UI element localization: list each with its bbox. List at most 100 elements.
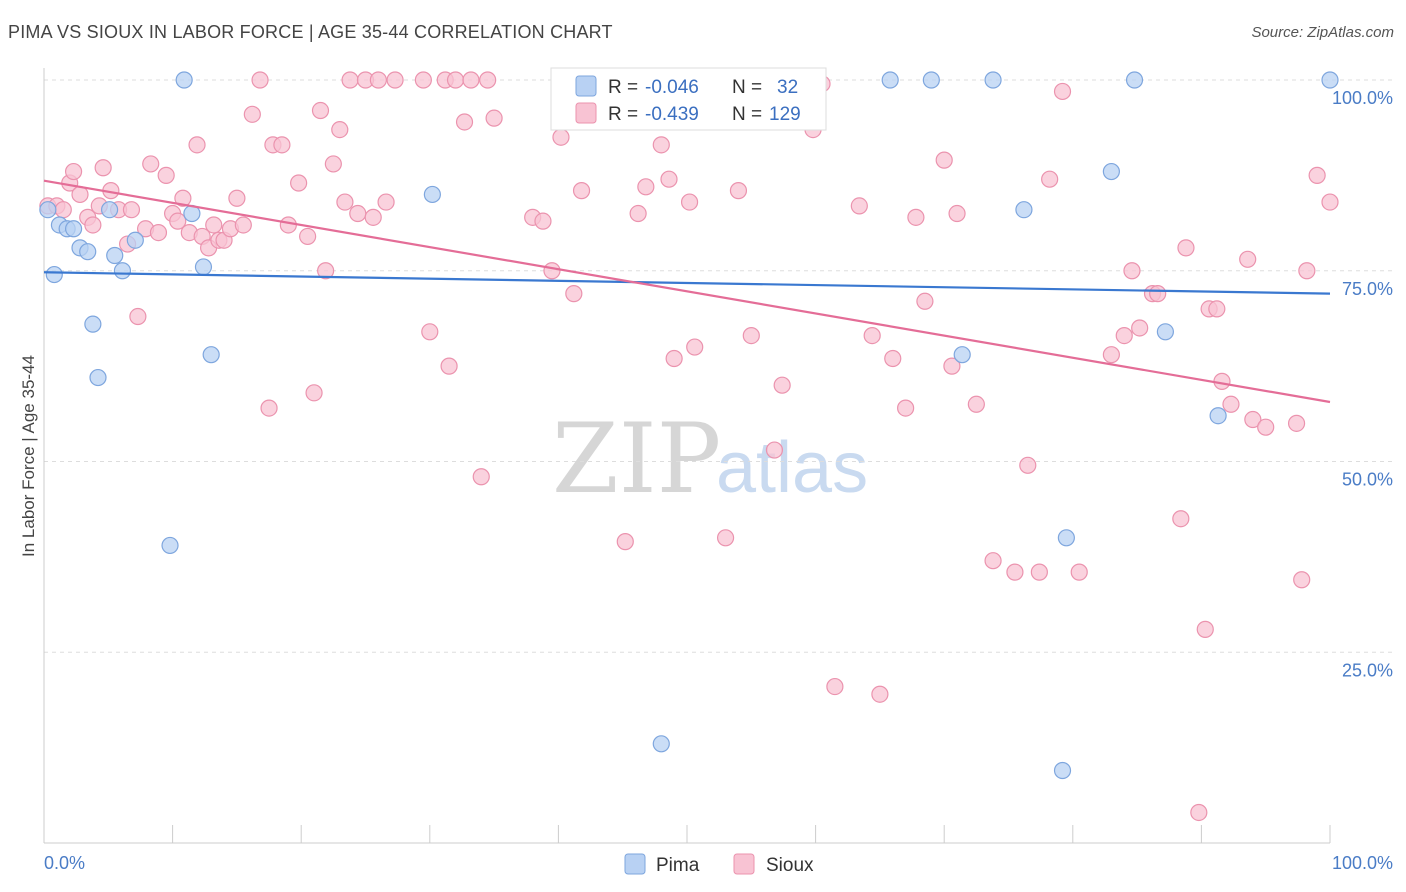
sioux-point-14 — [129, 307, 147, 326]
sioux-point-56 — [440, 357, 458, 375]
pima-point-10 — [106, 246, 124, 265]
sioux-point-114 — [1208, 300, 1226, 318]
sioux-point-85 — [850, 197, 868, 215]
sioux-point-96 — [984, 552, 1002, 570]
sioux-point-60 — [472, 468, 490, 486]
pima-point-25 — [1053, 761, 1072, 780]
pima-point-12 — [126, 231, 144, 249]
sioux-point-92 — [935, 151, 953, 169]
sioux-point-108 — [1149, 285, 1167, 303]
sioux-points — [39, 71, 1339, 822]
chart-title: PIMA VS SIOUX IN LABOR FORCE | AGE 35-44… — [8, 22, 613, 42]
watermark-atlas: atlas — [716, 428, 868, 508]
sioux-point-50 — [369, 71, 387, 89]
sioux-point-13 — [122, 201, 141, 219]
sioux-n-label: N = — [732, 104, 762, 125]
sioux-point-86 — [863, 327, 881, 345]
pima-bottom-label: Pima — [656, 855, 700, 876]
sioux-point-121 — [1293, 571, 1311, 589]
sioux-point-49 — [364, 208, 382, 226]
pima-point-29 — [1156, 323, 1174, 341]
pima-trend-line — [43, 271, 1331, 295]
sioux-point-90 — [907, 208, 925, 226]
sioux-point-109 — [1172, 510, 1190, 528]
pima-bottom-swatch — [624, 853, 646, 875]
sioux-point-21 — [174, 189, 192, 207]
chart-source: Source: ZipAtlas.com — [1251, 24, 1394, 41]
pima-point-28 — [1125, 71, 1144, 89]
sioux-point-62 — [485, 109, 503, 127]
sioux-point-112 — [1196, 620, 1214, 638]
x-tick-label-max: 100.0% — [1332, 853, 1393, 873]
sioux-legend-swatch — [575, 102, 597, 124]
y-axis-tick-labels: 25.0% 50.0% 75.0% 100.0% — [1332, 88, 1393, 680]
trend-lines — [43, 179, 1331, 404]
sioux-point-118 — [1244, 410, 1262, 429]
watermark-zip: ZIP — [552, 403, 721, 515]
sioux-point-47 — [349, 204, 367, 223]
sioux-point-36 — [273, 136, 291, 154]
sioux-point-23 — [188, 136, 206, 154]
sioux-point-32 — [243, 105, 261, 123]
sioux-point-74 — [665, 349, 683, 368]
sioux-point-34 — [260, 399, 278, 417]
pima-point-11 — [113, 262, 132, 280]
sioux-point-81 — [773, 376, 791, 394]
sioux-trend-line — [43, 179, 1331, 404]
sioux-point-110 — [1177, 239, 1195, 257]
pima-n-value: 32 — [777, 77, 798, 98]
sioux-point-124 — [1321, 193, 1339, 211]
sioux-point-91 — [916, 292, 934, 310]
sioux-bottom-label: Sioux — [766, 855, 814, 876]
sioux-point-78 — [729, 182, 748, 200]
sioux-point-67 — [565, 285, 583, 303]
sioux-point-26 — [205, 216, 223, 234]
sioux-point-122 — [1298, 262, 1316, 280]
sioux-point-18 — [157, 166, 175, 184]
pima-point-19 — [652, 735, 670, 753]
sioux-point-57 — [446, 71, 465, 89]
sioux-point-45 — [336, 193, 354, 211]
series-legend: Pima Sioux — [624, 853, 814, 876]
sioux-point-123 — [1308, 166, 1326, 184]
sioux-point-46 — [341, 71, 359, 89]
sioux-point-58 — [455, 113, 474, 131]
pima-n-label: N = — [732, 77, 762, 98]
pima-point-16 — [194, 258, 213, 276]
sioux-point-20 — [169, 212, 187, 230]
sioux-point-64 — [534, 212, 552, 230]
sioux-n-value: 129 — [769, 104, 801, 125]
sioux-point-7 — [84, 216, 102, 234]
pima-point-1 — [45, 265, 63, 284]
sioux-point-103 — [1102, 346, 1120, 364]
y-tick-label-75: 75.0% — [1342, 279, 1393, 299]
sioux-point-51 — [377, 193, 395, 211]
sioux-r-label: R = — [608, 104, 638, 125]
sioux-point-53 — [414, 71, 432, 89]
sioux-point-73 — [660, 170, 678, 188]
sioux-point-89 — [897, 399, 915, 417]
sioux-point-71 — [637, 178, 655, 196]
pima-point-14 — [175, 71, 193, 89]
sioux-point-44 — [331, 120, 349, 139]
pima-point-17 — [202, 346, 220, 364]
sioux-point-75 — [680, 193, 699, 211]
pima-point-24 — [1015, 201, 1033, 219]
pima-point-0 — [39, 201, 57, 219]
sioux-point-117 — [1239, 250, 1257, 268]
pima-point-26 — [1057, 529, 1075, 547]
sioux-point-37 — [279, 216, 297, 234]
y-tick-label-25: 25.0% — [1342, 660, 1393, 680]
pima-point-20 — [881, 71, 899, 89]
sioux-point-95 — [967, 395, 985, 413]
sioux-point-102 — [1070, 563, 1088, 581]
stats-legend: R = -0.046 N = 32 R = -0.439 N = 129 — [550, 67, 827, 131]
sioux-point-42 — [317, 262, 335, 280]
x-tick-label-min: 0.0% — [44, 853, 85, 873]
sioux-point-65 — [543, 262, 561, 280]
y-tick-label-50: 50.0% — [1342, 470, 1393, 490]
sioux-point-30 — [228, 189, 246, 207]
pima-point-4 — [64, 220, 83, 238]
sioux-point-40 — [305, 384, 323, 402]
